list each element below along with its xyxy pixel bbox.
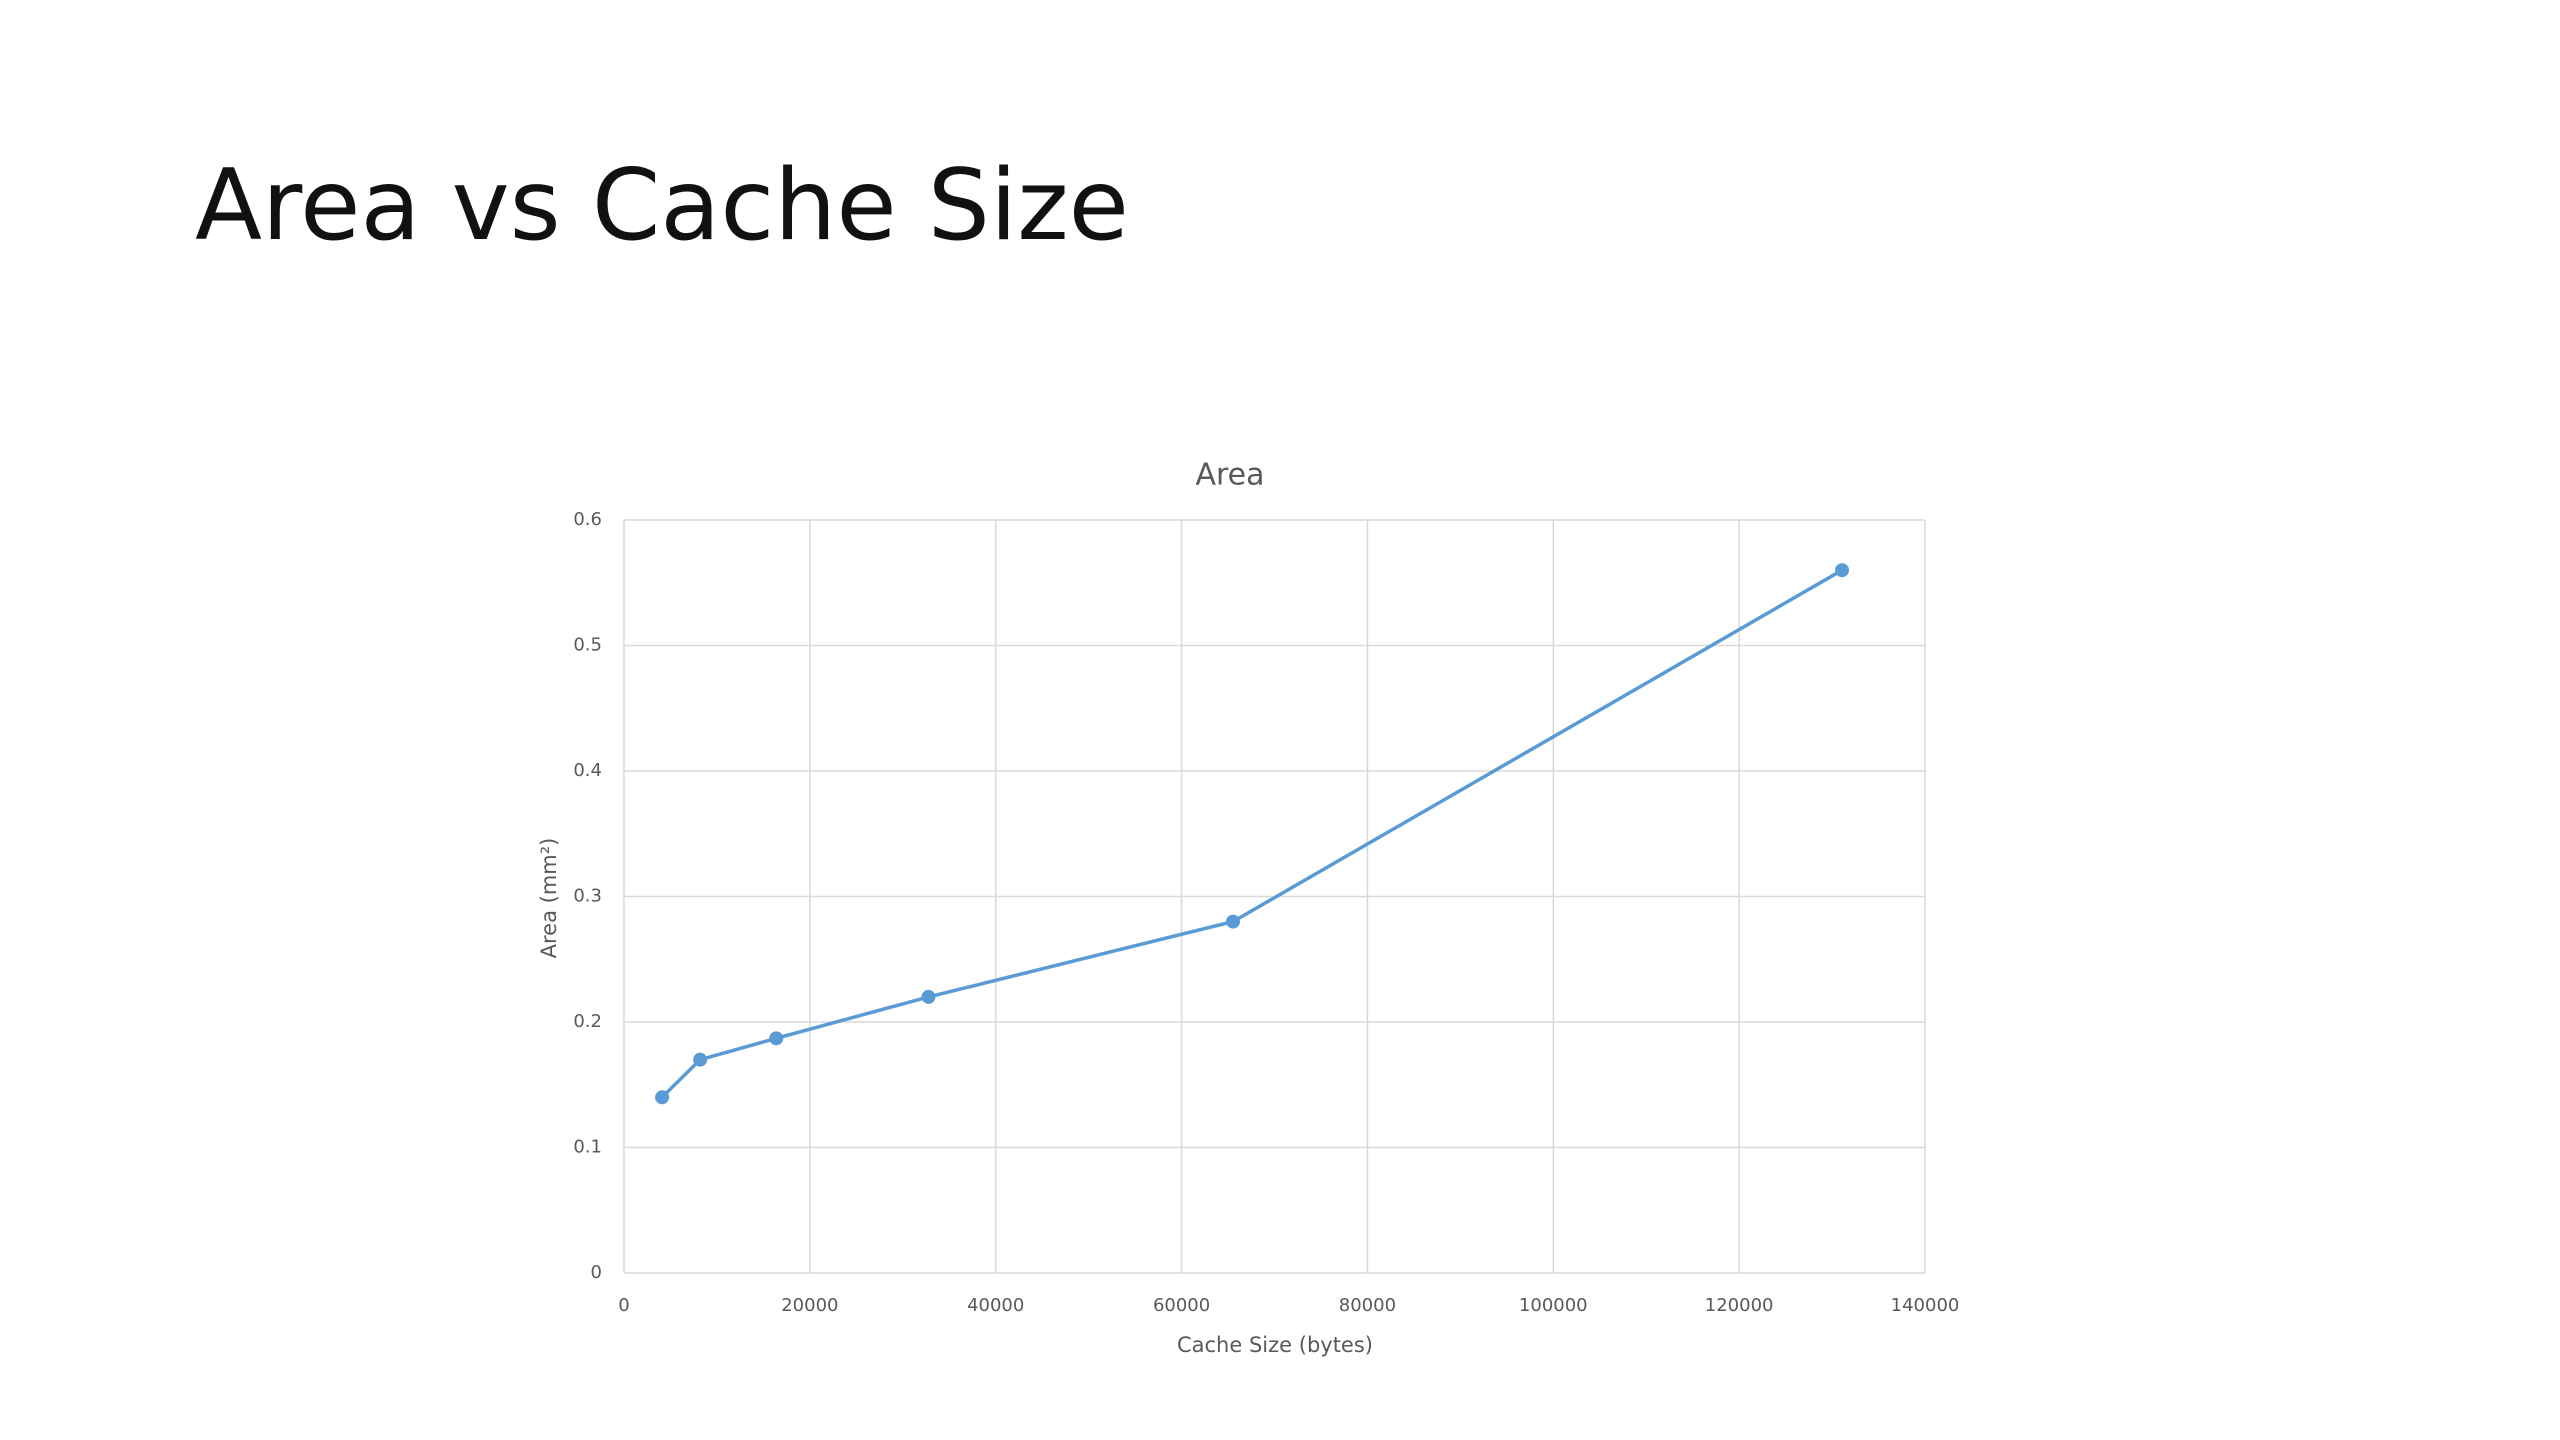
y-tick-label: 0.2 [573,1011,602,1032]
y-tick-label: 0.3 [573,886,602,907]
y-tick-label: 0.4 [573,760,602,781]
data-point [769,1031,784,1046]
x-tick-label: 0 [618,1295,629,1316]
data-point [921,989,936,1004]
data-point [1226,914,1241,929]
data-point [693,1052,708,1067]
x-tick-label: 20000 [781,1295,838,1316]
data-line [660,568,1843,1099]
y-tick-label: 0 [591,1262,602,1283]
x-axis-title: Cache Size (bytes) [1177,1333,1373,1357]
x-tick-label: 80000 [1339,1295,1396,1316]
data-point [655,1090,670,1105]
y-tick-label: 0.1 [573,1137,602,1158]
x-tick-label: 100000 [1519,1295,1588,1316]
data-point [1835,563,1850,578]
x-tick-label: 40000 [967,1295,1024,1316]
x-tick-label: 60000 [1153,1295,1210,1316]
x-tick-label: 140000 [1891,1295,1960,1316]
x-tick-label: 120000 [1705,1295,1774,1316]
slide-title: Area vs Cache Size [195,149,1129,263]
y-axis-title: Area (mm²) [537,838,561,959]
y-tick-label: 0.6 [573,509,602,530]
y-tick-label: 0.5 [573,635,602,656]
chart-title: Area [1195,458,1264,493]
